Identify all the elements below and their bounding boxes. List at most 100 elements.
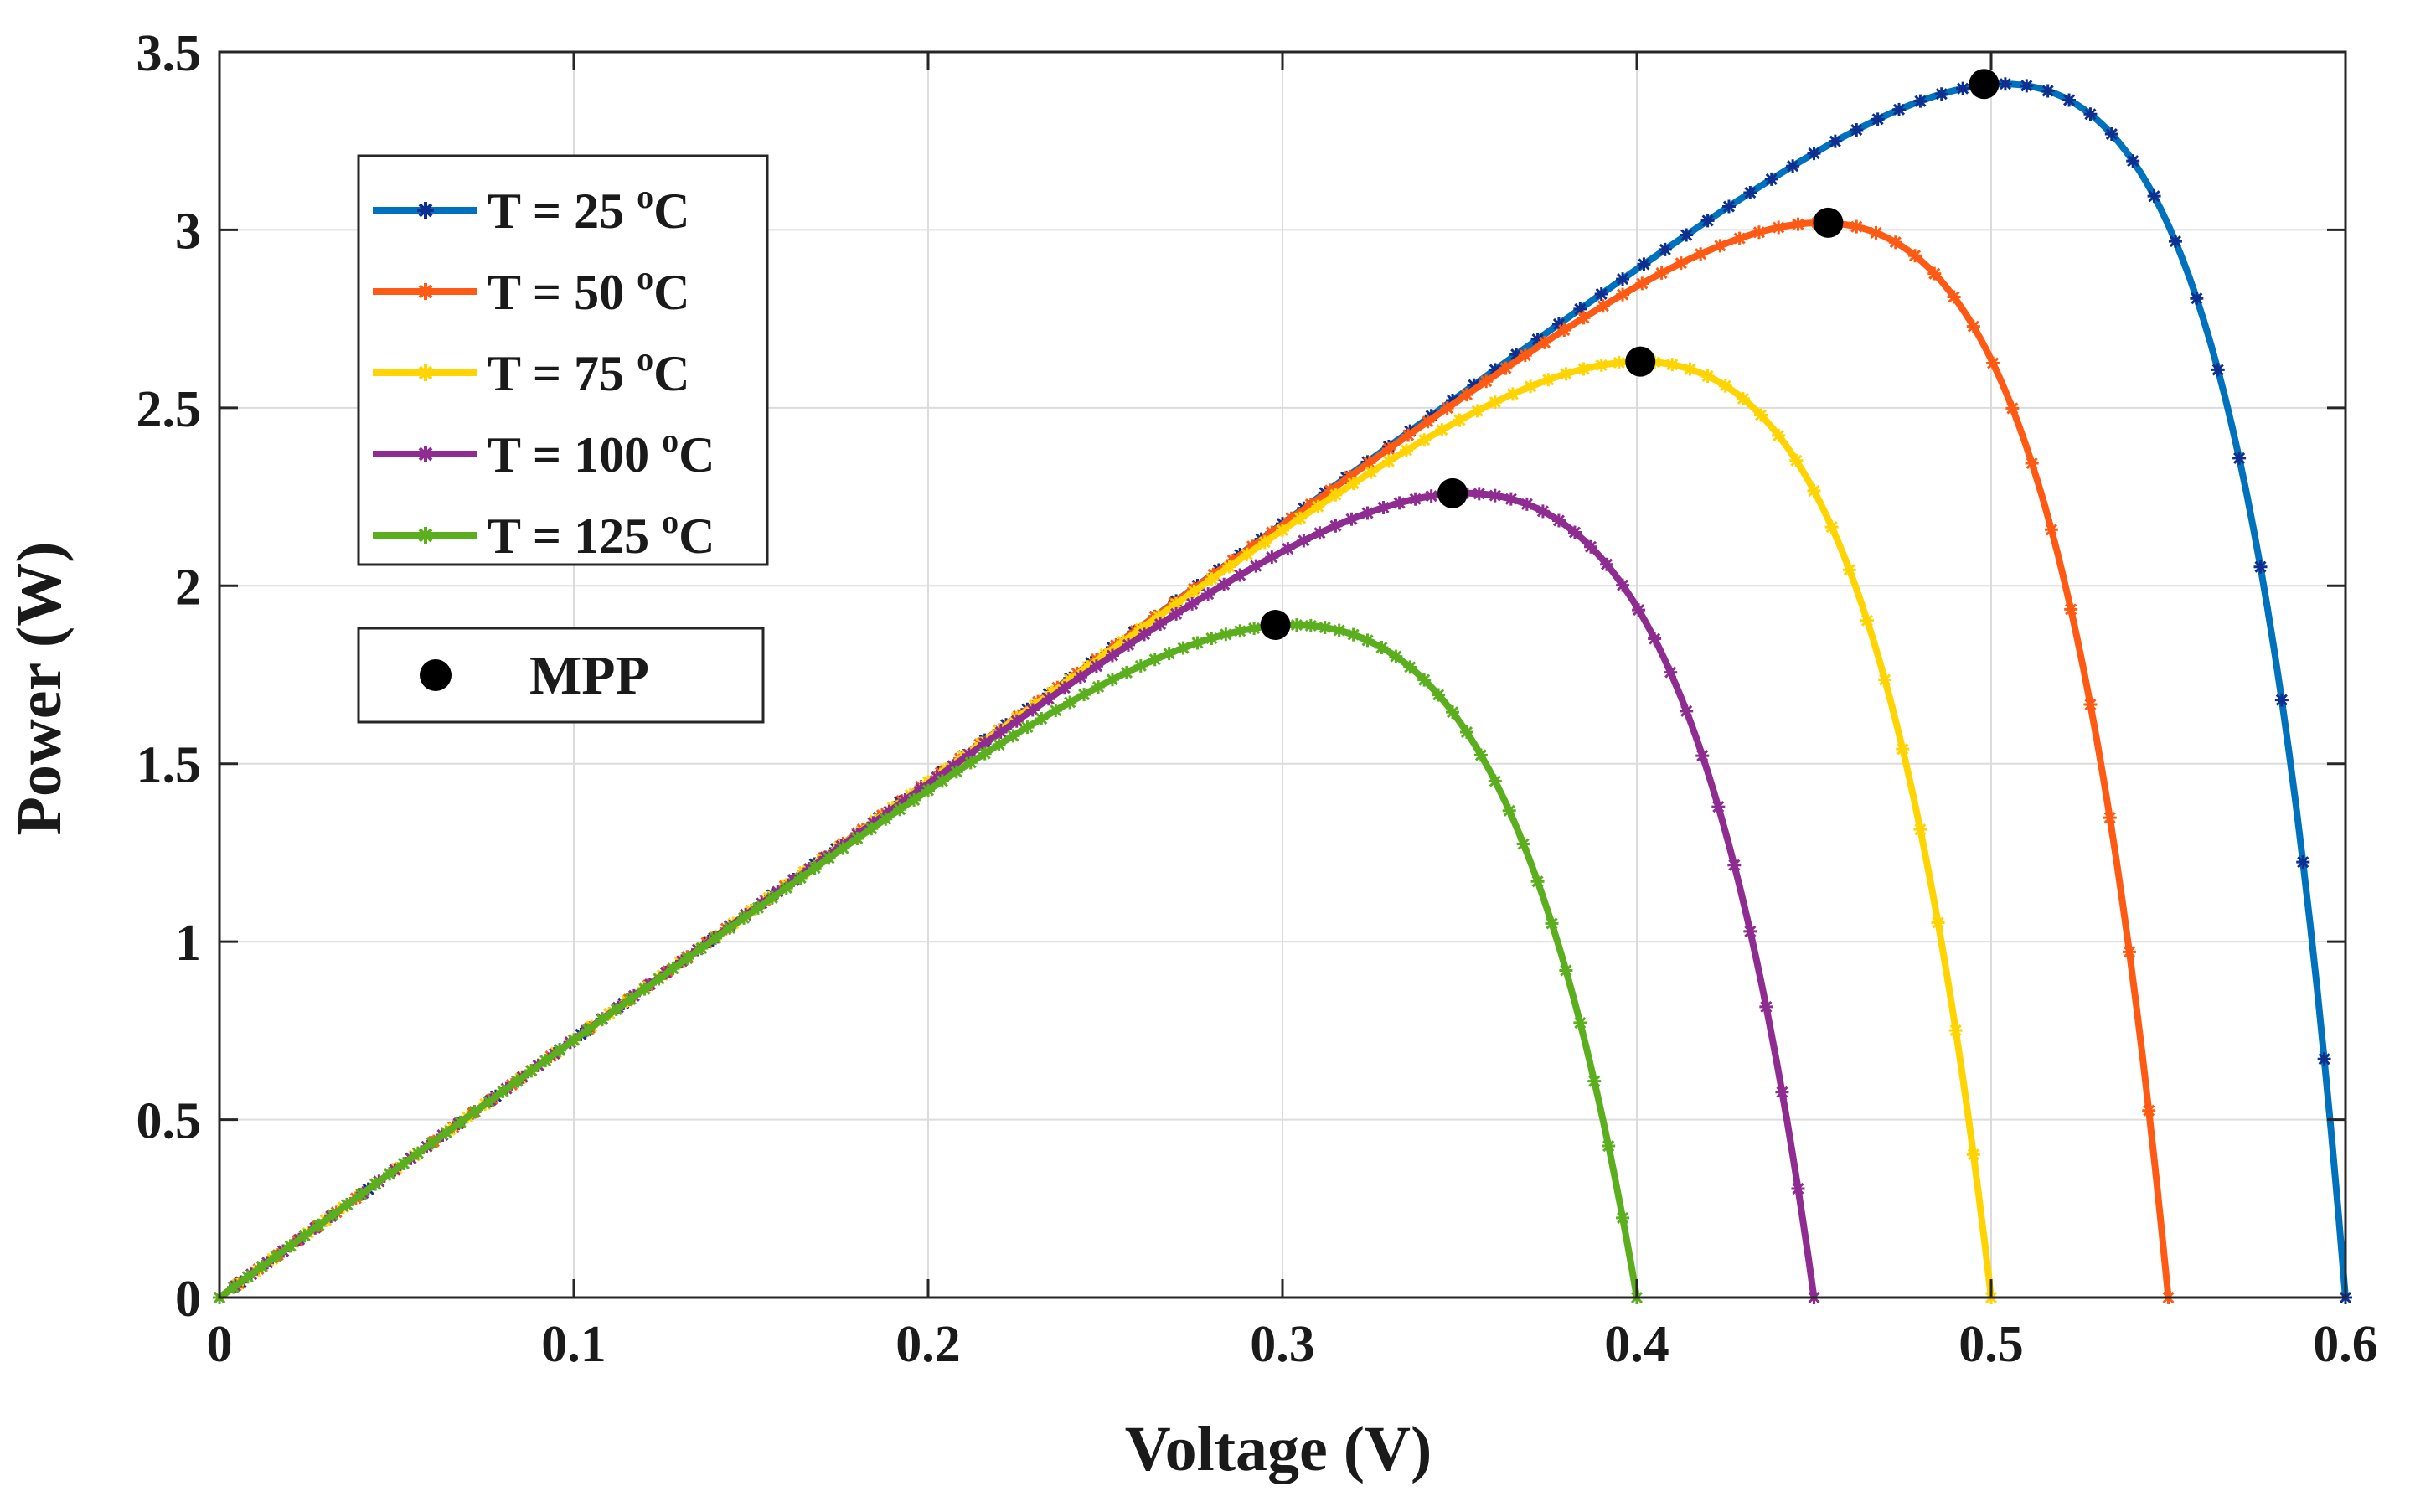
series-marker bbox=[1860, 613, 1874, 627]
legend-label-2: T = 50 oC bbox=[488, 259, 689, 320]
series-marker bbox=[1896, 742, 1910, 756]
series-marker bbox=[396, 1156, 410, 1170]
series-marker bbox=[2020, 79, 2034, 93]
series-marker bbox=[1888, 235, 1902, 250]
x-tick-labels: 0 0.1 0.2 0.3 0.4 0.5 0.6 bbox=[207, 1316, 2378, 1373]
series-marker bbox=[1205, 632, 1219, 646]
series-marker bbox=[1176, 641, 1190, 655]
series-marker bbox=[1509, 348, 1524, 362]
legend-marker-3 bbox=[417, 364, 434, 381]
series-marker bbox=[1240, 547, 1254, 561]
series-marker bbox=[1736, 391, 1750, 405]
series-marker bbox=[1665, 358, 1680, 372]
series-marker bbox=[1518, 348, 1532, 363]
y-tick-label: 2 bbox=[175, 559, 201, 616]
series-marker bbox=[623, 992, 637, 1006]
series-marker bbox=[1913, 94, 1927, 108]
series-marker bbox=[369, 1177, 383, 1191]
series-marker bbox=[1612, 355, 1626, 369]
series-marker bbox=[1417, 673, 1432, 687]
series-marker bbox=[2168, 235, 2182, 249]
series-marker bbox=[1551, 513, 1566, 528]
series-marker bbox=[1401, 428, 1416, 442]
series-marker bbox=[1247, 622, 1262, 636]
series-marker bbox=[978, 746, 992, 761]
series-marker bbox=[2025, 457, 2039, 471]
series-marker bbox=[1233, 568, 1247, 582]
series-marker bbox=[1752, 225, 1766, 240]
series-marker bbox=[1303, 618, 1318, 632]
series-marker bbox=[1473, 748, 1488, 762]
legend-marker-5 bbox=[417, 527, 434, 544]
series-marker bbox=[482, 1095, 496, 1109]
legend-label-5: T = 125 oC bbox=[488, 503, 715, 564]
series-marker bbox=[226, 1280, 240, 1294]
series-marker bbox=[1551, 317, 1566, 331]
series-marker bbox=[1020, 720, 1035, 735]
series-marker bbox=[914, 782, 928, 796]
series-marker bbox=[1249, 559, 1263, 573]
series-marker bbox=[1658, 242, 1672, 256]
series-marker bbox=[1711, 800, 1726, 814]
series-marker bbox=[1786, 159, 1800, 173]
series-marker bbox=[1559, 367, 1573, 381]
mpp-point-4 bbox=[1437, 477, 1468, 508]
series-marker bbox=[383, 1167, 397, 1181]
series-marker bbox=[1311, 499, 1325, 513]
series-marker bbox=[1530, 333, 1545, 347]
series-marker bbox=[1105, 673, 1119, 687]
y-tick-label: 3.5 bbox=[137, 25, 202, 82]
series-marker bbox=[340, 1198, 354, 1212]
series-marker bbox=[2044, 523, 2058, 537]
series-marker bbox=[1674, 256, 1688, 271]
series-marker bbox=[1700, 369, 1715, 383]
series-marker bbox=[709, 931, 723, 945]
series-marker bbox=[510, 1074, 524, 1088]
series-marker bbox=[1772, 428, 1786, 442]
series-marker bbox=[1683, 362, 1697, 376]
series-marker bbox=[1775, 1085, 1789, 1099]
series-marker bbox=[1947, 290, 1961, 304]
series-marker bbox=[1713, 239, 1727, 253]
series-marker bbox=[1169, 606, 1184, 621]
series-marker bbox=[1759, 999, 1773, 1014]
series-marker bbox=[946, 759, 960, 773]
series-marker bbox=[1265, 550, 1279, 565]
series-markers-5 bbox=[213, 618, 1644, 1304]
mpp-point-1 bbox=[1969, 69, 2000, 100]
series-marker bbox=[694, 942, 709, 956]
series-marker bbox=[1073, 670, 1087, 684]
series-marker bbox=[1850, 123, 1864, 137]
series-marker bbox=[1764, 172, 1778, 186]
series-marker bbox=[1966, 319, 1980, 333]
series-marker bbox=[765, 890, 779, 905]
series-marker bbox=[1998, 77, 2012, 91]
series-marker bbox=[822, 851, 836, 865]
series-marker bbox=[1162, 647, 1176, 661]
series-marker bbox=[1089, 659, 1103, 673]
series-marker bbox=[1479, 374, 1494, 389]
series-marker bbox=[609, 1003, 623, 1017]
series-marker bbox=[1545, 916, 1559, 931]
series-marker bbox=[666, 962, 680, 976]
series-marker bbox=[1389, 649, 1403, 663]
series-marker bbox=[2104, 127, 2118, 142]
series-marker bbox=[1063, 695, 1077, 710]
series-marker bbox=[1869, 225, 1883, 240]
series-marker bbox=[269, 1249, 283, 1263]
tick-marks bbox=[218, 50, 2347, 1299]
series-marker bbox=[1732, 231, 1747, 245]
series-marker bbox=[1632, 603, 1646, 617]
series-marker bbox=[581, 1023, 595, 1037]
series-marker bbox=[779, 880, 793, 895]
series-marker bbox=[1934, 87, 1948, 101]
series-marker bbox=[1222, 560, 1236, 574]
series-marker bbox=[1116, 634, 1130, 648]
mpp-legend: MPP bbox=[357, 627, 765, 724]
series-marker bbox=[1187, 584, 1201, 598]
series-marker bbox=[1346, 477, 1360, 491]
series-marker bbox=[1281, 542, 1295, 556]
series-marker bbox=[1530, 875, 1545, 889]
series-marker bbox=[1297, 534, 1311, 548]
series-marker bbox=[1520, 497, 1534, 511]
